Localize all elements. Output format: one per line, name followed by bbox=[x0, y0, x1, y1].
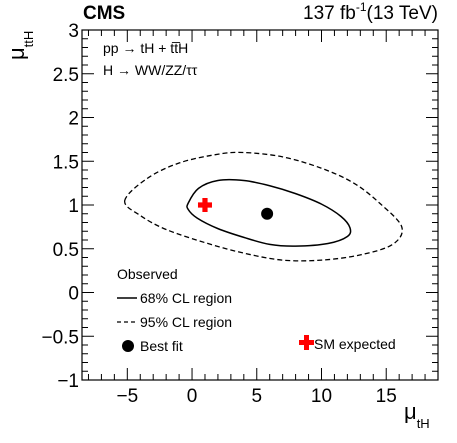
x-axis-title: μtH bbox=[404, 399, 430, 431]
y-tick-label: 0.5 bbox=[53, 240, 79, 261]
y-tick-label: 2.5 bbox=[53, 65, 79, 86]
y-tick-label: −0.5 bbox=[41, 327, 79, 348]
legend-title: Observed bbox=[117, 266, 178, 282]
decay-label: H → WW/ZZ/ττ bbox=[103, 62, 198, 78]
plot-frame bbox=[81, 29, 439, 381]
luminosity-label: 137 fb-1(13 TeV) bbox=[303, 0, 438, 24]
experiment-label: CMS bbox=[83, 3, 125, 24]
y-tick-label: 3 bbox=[68, 21, 79, 42]
contour-68-cl bbox=[186, 178, 352, 247]
legend-label-best-fit: Best fit bbox=[140, 338, 183, 354]
y-tick-label: 2 bbox=[68, 109, 79, 130]
y-tick-label: 1.5 bbox=[53, 152, 79, 173]
axis-ticks bbox=[82, 29, 439, 381]
legend-label-95: 95% CL region bbox=[140, 314, 232, 330]
sm-expected-marker bbox=[197, 198, 212, 212]
legend: Observed 68% CL region 95% CL region Bes… bbox=[117, 266, 396, 354]
tick-labels: −5 0 5 10 15 −1 −0.5 0 0.5 1 1.5 2 2.5 3 bbox=[41, 21, 396, 407]
x-tick-label: 10 bbox=[311, 386, 332, 407]
x-tick-label: 0 bbox=[187, 386, 198, 407]
x-tick-label: −5 bbox=[116, 386, 138, 407]
legend-sm-marker bbox=[299, 335, 314, 350]
y-tick-label: 1 bbox=[68, 196, 79, 217]
y-axis-title: μttH bbox=[4, 31, 36, 60]
contour-95-cl bbox=[124, 151, 403, 262]
process-label: pp → tH + tt̅H bbox=[103, 40, 188, 56]
legend-label-68: 68% CL region bbox=[140, 290, 232, 306]
legend-label-sm: SM expected bbox=[314, 336, 396, 352]
x-tick-label: 5 bbox=[251, 386, 262, 407]
x-tick-label: 15 bbox=[376, 386, 397, 407]
y-tick-label: −1 bbox=[57, 371, 79, 392]
best-fit-marker bbox=[261, 207, 274, 220]
legend-best-fit-marker bbox=[122, 340, 134, 352]
y-tick-label: 0 bbox=[68, 284, 79, 305]
